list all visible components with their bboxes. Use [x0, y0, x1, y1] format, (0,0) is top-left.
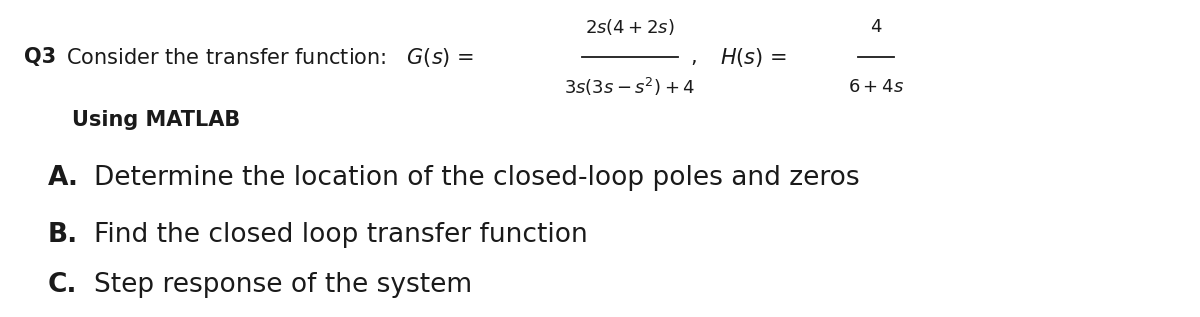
- Text: Using MATLAB: Using MATLAB: [72, 110, 240, 131]
- Text: Consider the transfer function:   $G(s)$ =: Consider the transfer function: $G(s)$ =: [66, 46, 474, 68]
- Text: $4$: $4$: [870, 18, 882, 36]
- Text: A.: A.: [48, 165, 79, 191]
- Text: Determine the location of the closed-loop poles and zeros: Determine the location of the closed-loo…: [94, 165, 859, 191]
- Text: Step response of the system: Step response of the system: [94, 272, 472, 298]
- Text: Q3: Q3: [24, 47, 56, 67]
- Text: $3s(3s-s^2)+4$: $3s(3s-s^2)+4$: [564, 76, 696, 98]
- Text: $2s(4+2s)$: $2s(4+2s)$: [586, 17, 674, 37]
- Text: $6+4s$: $6+4s$: [848, 78, 904, 96]
- Text: B.: B.: [48, 222, 78, 248]
- Text: ,: ,: [690, 47, 697, 67]
- Text: Find the closed loop transfer function: Find the closed loop transfer function: [94, 222, 587, 248]
- Text: $H(s)$ =: $H(s)$ =: [720, 46, 787, 68]
- Text: C.: C.: [48, 272, 78, 298]
